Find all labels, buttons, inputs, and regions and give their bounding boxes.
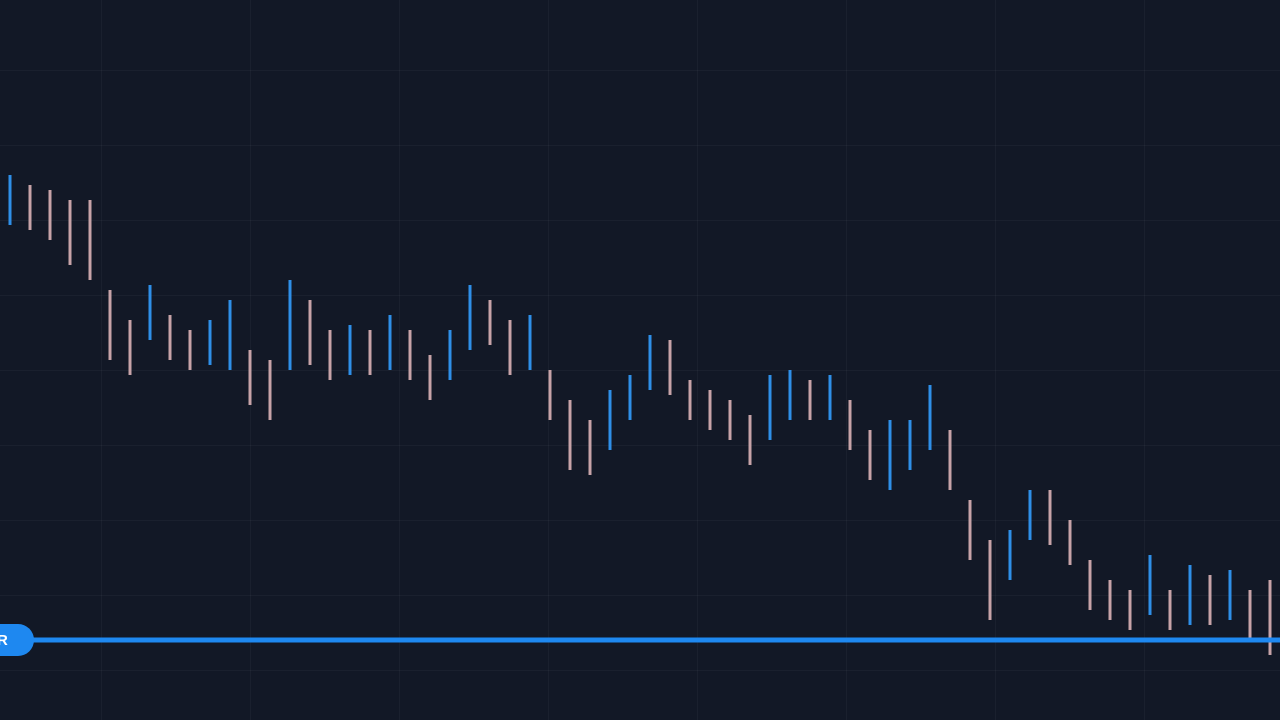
candle — [788, 370, 792, 420]
candle — [628, 375, 632, 420]
candle — [1128, 590, 1132, 630]
candle — [348, 325, 352, 375]
candle — [968, 500, 972, 560]
candle — [708, 390, 712, 430]
candle — [568, 400, 572, 470]
candle — [1068, 520, 1072, 565]
candle — [1208, 575, 1212, 625]
candle — [808, 380, 812, 420]
candle — [528, 315, 532, 370]
candle — [1108, 580, 1112, 620]
candle — [48, 190, 52, 240]
candle — [28, 185, 32, 230]
candle — [288, 280, 292, 370]
candle — [68, 200, 72, 265]
candle — [208, 320, 212, 365]
candle — [948, 430, 952, 490]
candle — [768, 375, 772, 440]
candle — [128, 320, 132, 375]
candle — [228, 300, 232, 370]
candle — [508, 320, 512, 375]
candle — [1248, 590, 1252, 640]
candle — [268, 360, 272, 420]
candle — [168, 315, 172, 360]
candle — [868, 430, 872, 480]
candle — [588, 420, 592, 475]
candle — [888, 420, 892, 490]
level-badge — [0, 624, 34, 656]
candle — [368, 330, 372, 375]
candle — [1228, 570, 1232, 620]
candle — [148, 285, 152, 340]
candle — [688, 380, 692, 420]
candle — [1028, 490, 1032, 540]
candle — [1148, 555, 1152, 615]
candle — [848, 400, 852, 450]
candle — [748, 415, 752, 465]
candle — [908, 420, 912, 470]
candle — [448, 330, 452, 380]
candle — [248, 350, 252, 405]
candle — [188, 330, 192, 370]
candle — [608, 390, 612, 450]
level-label: R — [0, 632, 8, 649]
candle — [428, 355, 432, 400]
candle — [88, 200, 92, 280]
candle — [548, 370, 552, 420]
candle — [648, 335, 652, 390]
candle — [828, 375, 832, 420]
candle — [408, 330, 412, 380]
candle — [1268, 580, 1272, 655]
candle — [488, 300, 492, 345]
candle — [728, 400, 732, 440]
candle — [108, 290, 112, 360]
candle — [1188, 565, 1192, 625]
candle — [1088, 560, 1092, 610]
candle — [1048, 490, 1052, 545]
candle — [308, 300, 312, 365]
candle — [928, 385, 932, 450]
candle — [1168, 590, 1172, 630]
candle — [8, 175, 12, 225]
candle — [468, 285, 472, 350]
candle — [388, 315, 392, 370]
candle — [1008, 530, 1012, 580]
candle — [328, 330, 332, 380]
candle — [668, 340, 672, 395]
candle — [988, 540, 992, 620]
